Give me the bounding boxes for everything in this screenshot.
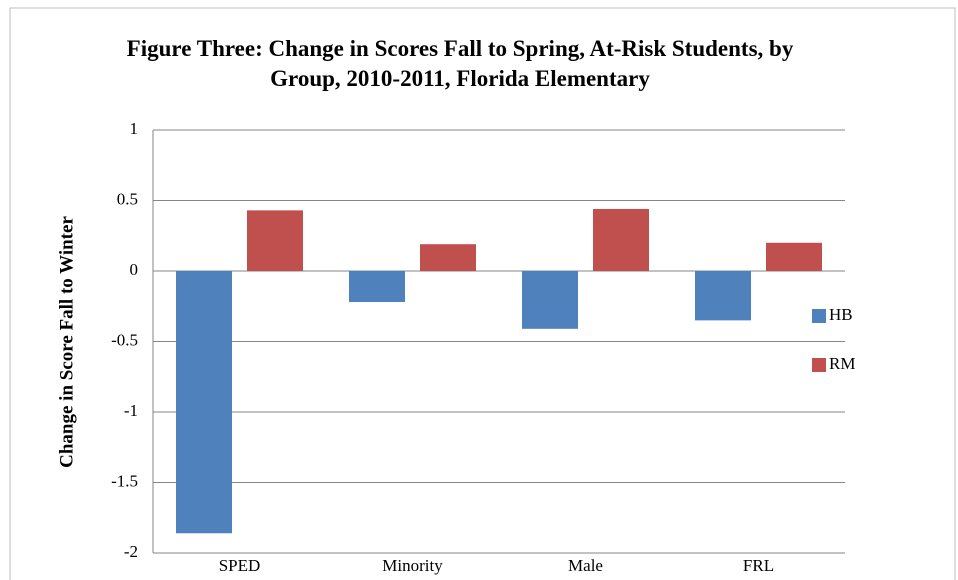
bar <box>766 242 822 271</box>
bar <box>247 210 303 271</box>
x-tick-label: Male <box>568 556 603 575</box>
y-tick-label: 0.5 <box>117 189 138 208</box>
bar <box>349 271 405 303</box>
legend-swatch <box>812 309 826 323</box>
y-tick-label: -2 <box>124 542 138 561</box>
y-tick-label: -1 <box>124 401 138 420</box>
legend-label: HB <box>829 305 853 324</box>
x-tick-label: SPED <box>219 556 261 575</box>
y-tick-label: -1.5 <box>111 471 138 490</box>
x-tick-label: Minority <box>382 556 443 575</box>
bar <box>593 208 649 271</box>
y-tick-label: -0.5 <box>111 330 138 349</box>
bar <box>695 271 751 321</box>
legend-label: RM <box>829 354 855 373</box>
y-tick-label: 1 <box>130 119 139 138</box>
chart-border <box>9 7 956 580</box>
y-axis-label: Change in Score Fall to Winter <box>56 216 77 468</box>
legend-swatch <box>812 358 826 372</box>
x-tick-label: FRL <box>743 556 774 575</box>
bar <box>522 271 578 329</box>
bar <box>420 244 476 271</box>
chart-title: Figure Three: Change in Scores Fall to S… <box>126 36 794 91</box>
y-tick-label: 0 <box>130 260 139 279</box>
bar <box>176 271 232 534</box>
